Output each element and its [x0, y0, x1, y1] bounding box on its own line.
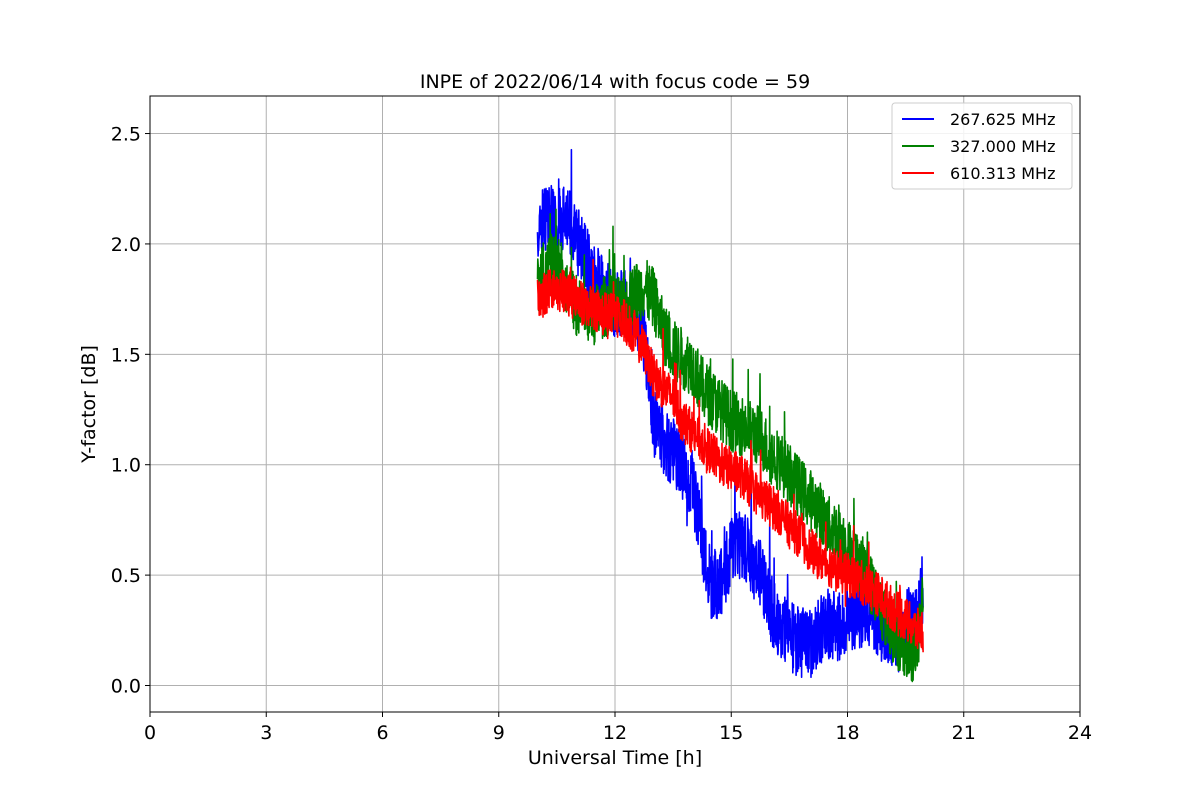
y-tick-label: 2.0: [111, 234, 141, 256]
x-tick-label: 3: [260, 722, 272, 744]
x-axis-ticks: 0 3 6 9 12 15 18 21 24: [144, 712, 1092, 744]
legend-label: 610.313 MHz: [950, 164, 1055, 183]
y-axis-ticks: 0.0 0.5 1.0 1.5 2.0 2.5: [111, 124, 150, 698]
y-axis-label: Y-factor [dB]: [78, 345, 100, 464]
y-tick-label: 2.5: [111, 124, 141, 146]
series-line: [536, 208, 924, 683]
x-tick-label: 12: [603, 722, 627, 744]
y-tick-label: 1.5: [111, 344, 141, 366]
x-tick-label: 21: [952, 722, 976, 744]
x-tick-label: 9: [493, 722, 505, 744]
legend-label: 267.625 MHz: [950, 110, 1055, 129]
series-line: [536, 148, 924, 679]
chart-title: INPE of 2022/06/14 with focus code = 59: [420, 71, 810, 93]
x-tick-label: 0: [144, 722, 156, 744]
x-tick-label: 24: [1068, 722, 1092, 744]
legend-box: [891, 102, 1073, 190]
legend: 267.625 MHz 327.000 MHz 610.313 MHz: [891, 102, 1073, 190]
series-line: [536, 258, 924, 653]
x-tick-label: 18: [835, 722, 859, 744]
series-lines: [536, 148, 924, 683]
y-tick-label: 0.0: [111, 676, 141, 698]
x-tick-label: 6: [376, 722, 388, 744]
x-axis-label: Universal Time [h]: [528, 747, 702, 769]
x-tick-label: 15: [719, 722, 743, 744]
legend-label: 327.000 MHz: [950, 137, 1055, 156]
legend-items: 267.625 MHz 327.000 MHz 610.313 MHz: [902, 110, 1055, 183]
y-tick-label: 1.0: [111, 455, 141, 477]
y-tick-label: 0.5: [111, 565, 141, 587]
